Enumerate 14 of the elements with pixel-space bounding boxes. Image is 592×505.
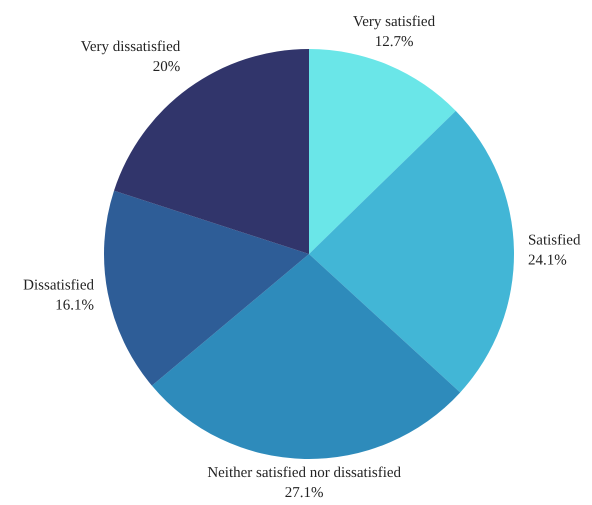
pie-slice (309, 49, 456, 254)
slice-label: Neither satisfied nor dissatisfied (207, 464, 402, 481)
slice-label: Very satisfied (353, 14, 436, 30)
data-label: 20% (152, 58, 180, 75)
data-label: 16.1% (55, 298, 94, 314)
slice-label: Very dissatisfied (80, 38, 181, 55)
pie-slice (152, 254, 460, 459)
data-label: 12.7% (374, 34, 414, 50)
data-label: 27.1% (284, 484, 324, 501)
data-label: 24.1% (528, 252, 567, 269)
pie-slice (104, 190, 309, 386)
pie-slice (309, 110, 514, 392)
slice-label: Dissatisfied (23, 278, 95, 294)
slice-label: Satisfied (528, 232, 581, 249)
